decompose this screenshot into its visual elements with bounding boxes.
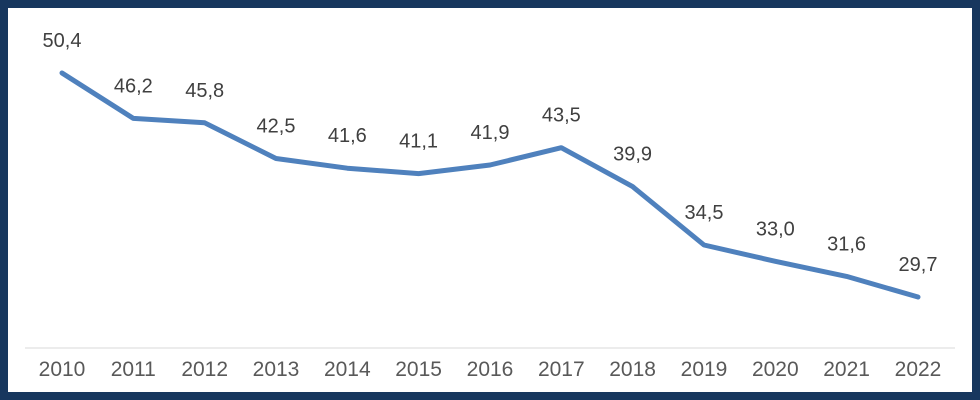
- data-label: 34,5: [685, 202, 724, 224]
- data-label: 29,7: [899, 254, 938, 276]
- x-axis-tick-label: 2015: [395, 358, 442, 381]
- x-axis-tick-label: 2022: [895, 358, 942, 381]
- data-label: 50,4: [43, 30, 82, 52]
- data-label: 42,5: [257, 116, 296, 138]
- data-label: 41,1: [399, 131, 438, 153]
- data-label: 43,5: [542, 105, 581, 127]
- data-label: 45,8: [185, 80, 224, 102]
- x-axis-tick-label: 2013: [253, 358, 300, 381]
- data-label: 33,0: [756, 218, 795, 240]
- data-labels-group: 50,4 46,2 45,8 42,5 41,6 41,1 41,9 43,5 39,9 34,5…: [43, 30, 938, 276]
- x-axis-tick-label: 2012: [181, 358, 228, 381]
- data-label: 31,6: [827, 233, 866, 255]
- x-axis-tick-label: 2016: [467, 358, 514, 381]
- x-axis-tick-label: 2020: [752, 358, 799, 381]
- x-axis-tick-label: 2014: [324, 358, 371, 381]
- series-line: [59, 70, 921, 300]
- x-axis-tick-label: 2018: [609, 358, 656, 381]
- x-axis-tick-label: 2019: [681, 358, 728, 381]
- data-label: 41,9: [471, 122, 510, 144]
- x-axis-tick-label: 2011: [111, 358, 156, 381]
- data-label: 41,6: [328, 125, 367, 147]
- data-label: 39,9: [613, 144, 652, 166]
- x-axis-tick-label: 2021: [823, 358, 870, 381]
- x-axis-tick-label: 2017: [538, 358, 585, 381]
- x-axis-tick-label: 2010: [39, 358, 86, 381]
- data-label: 46,2: [114, 75, 153, 97]
- x-axis-tick-labels-group: 2010 2011 2012 2013 2014 2015 2016 2017 2018 2019…: [39, 358, 942, 381]
